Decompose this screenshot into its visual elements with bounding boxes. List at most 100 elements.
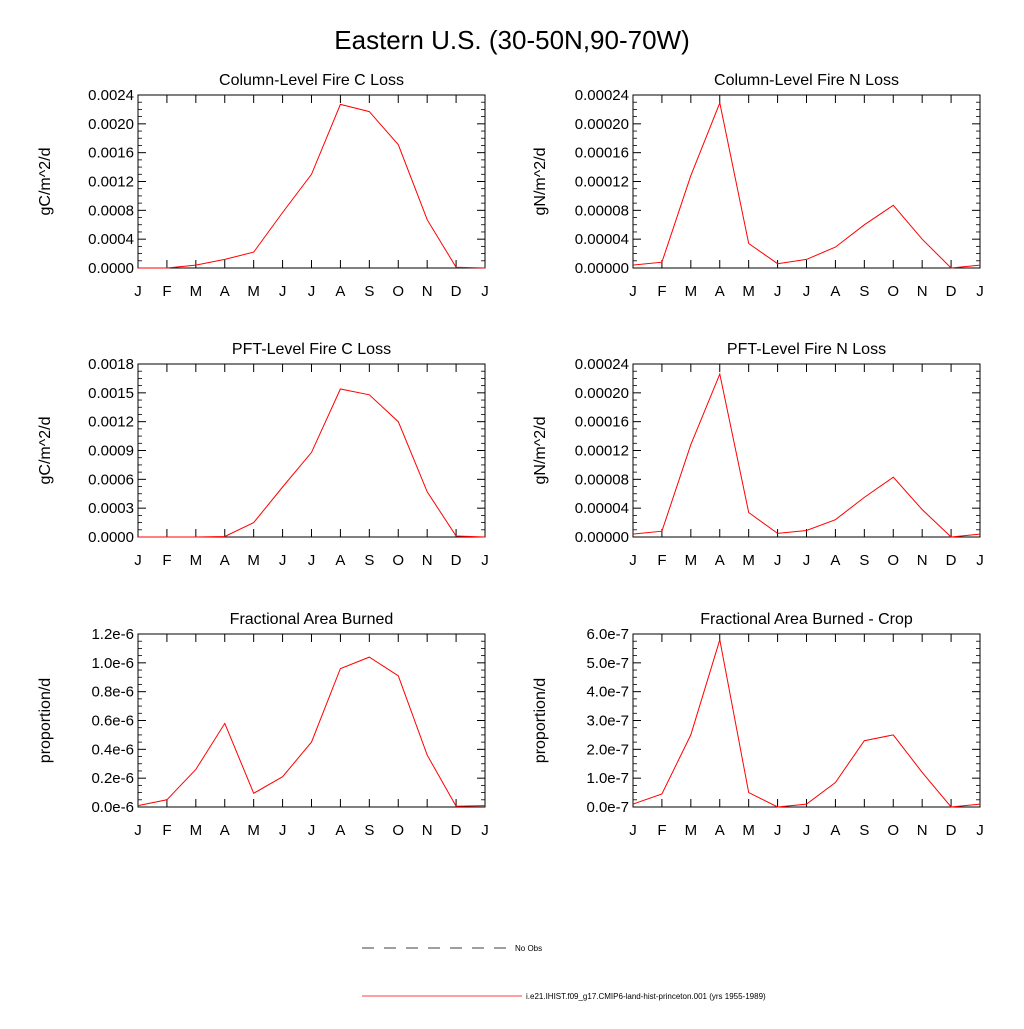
y-tick-label: 1.0e-6 [91,655,134,672]
y-tick-label: 3.0e-7 [586,713,629,730]
x-tick-label: J [803,283,811,300]
y-tick-label: 0.00016 [575,414,629,431]
x-tick-label: J [774,283,782,300]
y-tick-label: 0.00008 [575,471,629,488]
x-tick-label: J [976,283,984,300]
x-tick-label: M [685,283,698,300]
x-tick-label: J [279,552,287,569]
x-tick-label: O [887,822,899,839]
x-tick-label: D [451,552,462,569]
x-tick-label: M [190,552,203,569]
x-tick-label: M [742,552,755,569]
y-tick-label: 0.00012 [575,174,629,191]
plot-frame [632,633,981,808]
y-tick-label: 0.0024 [88,87,134,104]
x-tick-label: D [451,822,462,839]
x-tick-label: J [803,552,811,569]
y-tick-label: 0.00012 [575,443,629,460]
x-tick-label: S [364,283,374,300]
y-tick-label: 0.2e-6 [91,770,134,787]
x-tick-label: N [917,283,928,300]
x-tick-label: N [422,822,433,839]
y-tick-label: 0.00024 [575,356,629,373]
x-tick-label: J [976,822,984,839]
series-line [137,656,486,807]
x-tick-label: J [481,552,489,569]
y-tick-label: 0.0009 [88,443,134,460]
y-tick-label: 1.0e-7 [586,770,629,787]
legend-label-no-obs: No Obs [515,944,542,953]
x-tick-label: J [308,283,316,300]
y-tick-label: 1.2e-6 [91,626,134,643]
y-tick-label: 0.0016 [88,145,134,162]
plot-frame [632,94,981,269]
y-tick-label: 0.00004 [575,231,629,248]
y-axis-label: gC/m^2/d [37,148,54,216]
y-tick-label: 0.0004 [88,231,134,248]
x-tick-label: N [422,283,433,300]
x-tick-label: O [392,822,404,839]
x-tick-label: J [134,552,142,569]
x-tick-label: A [830,552,840,569]
x-tick-label: J [308,552,316,569]
y-tick-label: 0.0018 [88,356,134,373]
x-tick-label: F [657,552,666,569]
x-tick-label: J [629,822,637,839]
y-tick-label: 6.0e-7 [586,626,629,643]
x-tick-label: M [190,283,203,300]
y-tick-label: 0.00000 [575,260,629,277]
x-tick-label: S [859,552,869,569]
y-tick-label: 0.0015 [88,385,134,402]
x-tick-label: F [657,822,666,839]
x-tick-label: D [451,283,462,300]
x-tick-label: J [134,822,142,839]
x-tick-label: M [247,822,260,839]
x-tick-label: F [162,283,171,300]
x-tick-label: M [190,822,203,839]
x-tick-label: M [742,283,755,300]
plot-frame [137,633,486,808]
y-tick-label: 0.00020 [575,116,629,133]
plot-frame [632,363,981,538]
chart-title: Fractional Area Burned [230,611,394,628]
x-tick-label: N [422,552,433,569]
x-tick-label: J [279,822,287,839]
x-tick-label: J [629,283,637,300]
y-axis-label: gN/m^2/d [532,417,549,485]
chart-title: PFT-Level Fire N Loss [727,341,886,358]
y-axis-label: gN/m^2/d [532,148,549,216]
series-line [632,101,981,269]
x-tick-label: A [220,283,230,300]
x-tick-label: M [742,822,755,839]
y-tick-label: 0.00016 [575,145,629,162]
plot-frame [137,363,486,538]
y-tick-label: 0.0000 [88,260,134,277]
x-tick-label: O [887,283,899,300]
y-tick-label: 0.0e-7 [586,799,629,816]
y-tick-label: 0.0e-6 [91,799,134,816]
x-tick-label: D [946,822,957,839]
plot-frame [137,94,486,269]
x-tick-label: F [162,552,171,569]
x-tick-label: S [859,283,869,300]
y-tick-label: 0.0012 [88,414,134,431]
x-tick-label: D [946,283,957,300]
x-tick-label: A [335,822,345,839]
x-tick-label: J [774,822,782,839]
x-tick-label: J [481,822,489,839]
x-tick-label: D [946,552,957,569]
y-tick-label: 5.0e-7 [586,655,629,672]
chart-title: Column-Level Fire N Loss [714,72,899,89]
legend: No Obs i.e21.IHIST.f09_g17.CMIP6-land-hi… [362,944,766,1001]
y-tick-label: 2.0e-7 [586,741,629,758]
y-tick-label: 0.0020 [88,116,134,133]
x-tick-label: N [917,552,928,569]
x-tick-label: S [859,822,869,839]
x-tick-label: J [481,283,489,300]
y-tick-label: 0.0006 [88,471,134,488]
